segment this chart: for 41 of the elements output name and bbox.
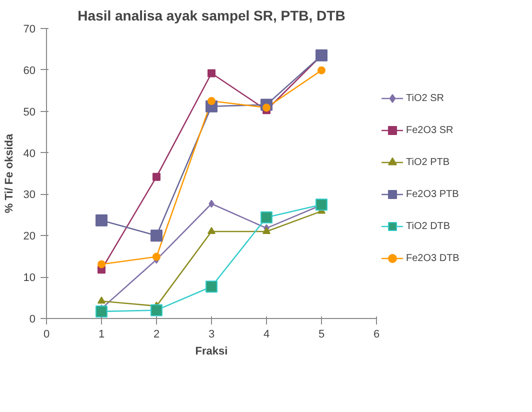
point — [152, 252, 160, 261]
point — [208, 200, 214, 208]
x-tick-label: 5 — [318, 328, 325, 340]
legend-label: Fe2O3 PTB — [406, 188, 459, 200]
point — [98, 296, 106, 304]
x-tick-label: 2 — [153, 328, 160, 340]
point — [318, 66, 326, 74]
y-tick-label: 20 — [23, 230, 36, 243]
point — [152, 172, 160, 181]
point — [150, 230, 162, 242]
point — [206, 280, 218, 293]
x-axis-title: Fraksi — [195, 346, 228, 358]
point — [96, 305, 108, 318]
point — [208, 69, 216, 78]
point — [262, 226, 270, 234]
legend-label: TiO2 SR — [406, 92, 444, 104]
legend-label: TiO2 DTB — [406, 220, 450, 232]
point — [260, 211, 272, 224]
point — [96, 214, 108, 226]
chart-title: Hasil analisa ayak sampel SR, PTB, DTB — [78, 8, 346, 24]
y-tick-label: 30 — [23, 189, 36, 202]
y-tick-label: 70 — [23, 24, 36, 36]
point — [98, 260, 106, 268]
x-tick-label: 1 — [98, 328, 105, 340]
point — [208, 97, 216, 105]
legend-label: Fe2O3 DTB — [406, 252, 460, 264]
y-tick-label: 0 — [29, 314, 36, 326]
x-tick-label: 6 — [373, 328, 380, 340]
x-tick-label: 0 — [43, 328, 50, 340]
legend-label: TiO2 PTB — [406, 156, 450, 168]
point — [316, 198, 328, 211]
point — [150, 304, 162, 316]
point — [208, 226, 216, 234]
legend-label: Fe2O3 SR — [406, 124, 454, 136]
x-tick-label: 4 — [263, 328, 270, 340]
y-tick-label: 40 — [23, 148, 36, 160]
y-tick-label: 60 — [23, 64, 36, 77]
y-axis-title: % Ti/ Fe oksida — [3, 132, 16, 214]
y-tick-label: 50 — [23, 106, 36, 118]
x-tick-label: 3 — [208, 328, 215, 340]
y-tick-label: 10 — [23, 272, 36, 284]
